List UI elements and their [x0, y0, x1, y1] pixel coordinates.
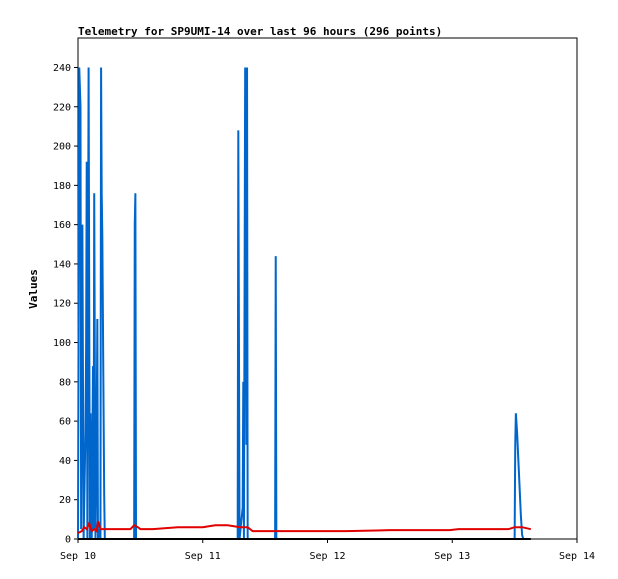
y-axis-label: Values: [27, 269, 40, 309]
y-tick-label: 40: [59, 456, 71, 467]
y-tick-label: 20: [59, 495, 71, 506]
x-tick-label: Sep 11: [185, 551, 221, 562]
y-tick-label: 80: [59, 377, 71, 388]
plot-frame: [77, 37, 578, 540]
y-tick-label: 140: [53, 259, 71, 270]
y-tick-label: 100: [53, 338, 71, 349]
y-tick-label: 220: [53, 102, 71, 113]
y-tick-label: 200: [53, 142, 71, 153]
series-line-1: [77, 67, 525, 540]
y-tick-label: 0: [65, 535, 71, 546]
x-tick-label: Sep 10: [60, 551, 96, 562]
y-tick-label: 120: [53, 299, 71, 310]
x-axis-ticks: Sep 10 Sep 11 Sep 12 Sep 13 Sep 14: [60, 539, 595, 562]
y-tick-label: 240: [53, 63, 71, 74]
y-tick-label: 60: [59, 417, 71, 428]
x-tick-label: Sep 12: [309, 551, 345, 562]
x-tick-label: Sep 13: [434, 551, 470, 562]
y-tick-label: 160: [53, 220, 71, 231]
chart-title: Telemetry for SP9UMI-14 over last 96 hou…: [78, 25, 442, 38]
series-line-2: [77, 520, 532, 534]
x-tick-label: Sep 14: [559, 551, 595, 562]
y-tick-label: 180: [53, 181, 71, 192]
series-layer: [77, 67, 532, 540]
y-axis-ticks: 0 20 40 60 80 100 120 140 160 180 200 220 240: [53, 63, 78, 546]
